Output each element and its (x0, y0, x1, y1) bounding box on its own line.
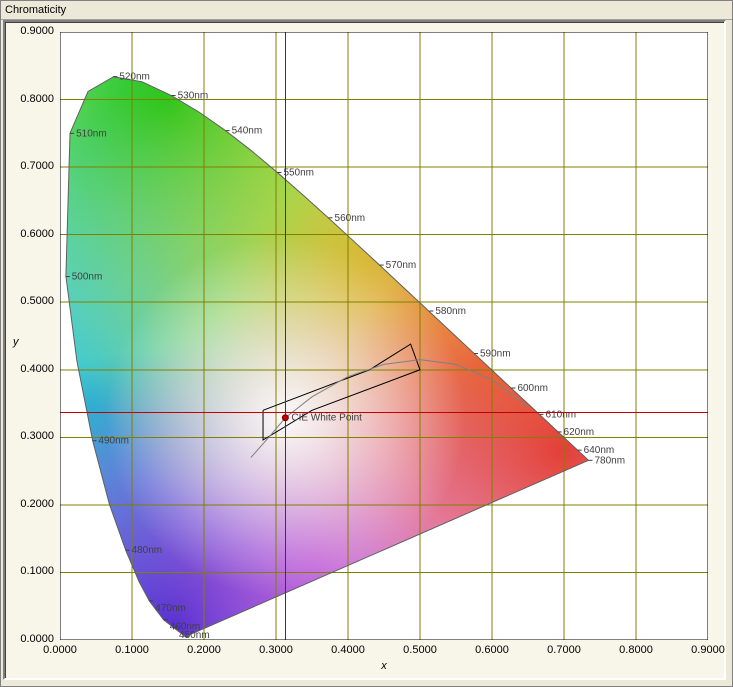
svg-text:780nm: 780nm (594, 455, 625, 466)
svg-text:480nm: 480nm (132, 545, 163, 556)
svg-text:520nm: 520nm (119, 72, 150, 83)
svg-text:550nm: 550nm (283, 168, 314, 179)
svg-text:490nm: 490nm (98, 436, 129, 447)
window-title: Chromaticity (1, 1, 732, 20)
svg-text:500nm: 500nm (72, 272, 103, 283)
svg-text:570nm: 570nm (386, 260, 417, 271)
svg-text:560nm: 560nm (335, 213, 366, 224)
chromaticity-svg: 380nm450nm460nm470nm480nm490nm500nm510nm… (60, 32, 708, 640)
svg-text:460nm: 460nm (170, 622, 201, 633)
svg-text:600nm: 600nm (517, 383, 548, 394)
svg-text:470nm: 470nm (155, 603, 186, 614)
svg-text:530nm: 530nm (178, 91, 209, 102)
svg-text:610nm: 610nm (546, 409, 577, 420)
y-axis-label: y (13, 336, 19, 348)
chromaticity-window: Chromaticity 380nm450nm460nm470nm480nm49… (0, 0, 733, 687)
svg-text:CIE White Point: CIE White Point (291, 413, 362, 424)
svg-text:590nm: 590nm (480, 349, 511, 360)
svg-text:620nm: 620nm (564, 427, 595, 438)
svg-text:580nm: 580nm (435, 306, 466, 317)
svg-text:540nm: 540nm (232, 126, 263, 137)
plot-container: 380nm450nm460nm470nm480nm490nm500nm510nm… (60, 32, 706, 638)
svg-text:510nm: 510nm (76, 128, 107, 139)
chart-panel: 380nm450nm460nm470nm480nm490nm500nm510nm… (3, 20, 726, 680)
x-axis-label: x (381, 660, 387, 672)
